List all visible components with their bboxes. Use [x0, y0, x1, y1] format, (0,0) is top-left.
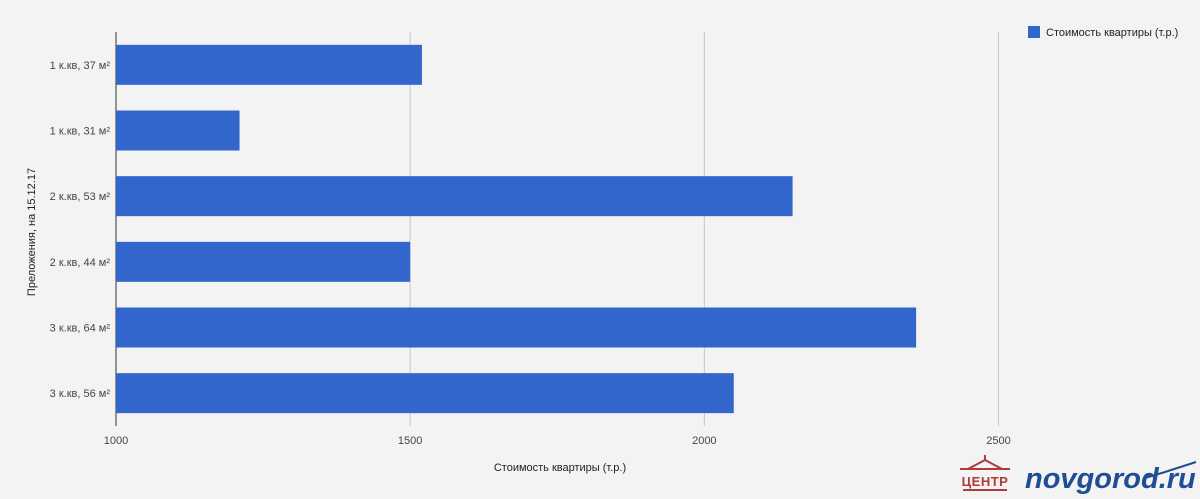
legend: Стоимость квартиры (т.р.)	[1028, 26, 1178, 39]
legend-swatch	[1028, 26, 1040, 38]
bar	[116, 44, 422, 85]
category-label: 1 к.кв, 37 м²	[50, 60, 111, 72]
y-axis-title: Преложения, на 15.12.17	[26, 168, 38, 296]
gridlines	[115, 32, 999, 426]
logo-text: ЦЕНТР	[962, 474, 1009, 489]
x-tick-label: 2000	[692, 435, 716, 447]
category-label: 3 к.кв, 64 м²	[50, 323, 111, 335]
category-label: 2 к.кв, 53 м²	[50, 191, 111, 203]
watermark: ЦЕНТР novgorod.ru	[960, 455, 1197, 495]
bars	[116, 44, 917, 414]
category-label: 2 к.кв, 44 м²	[50, 257, 111, 269]
x-tick-label: 1000	[104, 435, 128, 447]
bar	[116, 110, 240, 151]
x-axis-title: Стоимость квартиры (т.р.)	[494, 462, 626, 474]
bar	[116, 241, 411, 282]
category-labels: 1 к.кв, 37 м² 1 к.кв, 31 м² 2 к.кв, 53 м² 2…	[50, 60, 111, 400]
category-label: 1 к.кв, 31 м²	[50, 126, 111, 138]
bar	[116, 307, 917, 348]
category-label: 3 к.кв, 56 м²	[50, 388, 111, 400]
x-tick-label: 1500	[398, 435, 422, 447]
bar	[116, 176, 793, 217]
x-tick-labels: 1000 1500 2000 2500	[104, 435, 1011, 447]
x-tick-label: 2500	[986, 435, 1010, 447]
site-watermark: novgorod.ru	[1025, 463, 1196, 495]
bar	[116, 373, 734, 414]
centr-logo: ЦЕНТР	[960, 455, 1010, 491]
legend-label: Стоимость квартиры (т.р.)	[1046, 27, 1178, 39]
